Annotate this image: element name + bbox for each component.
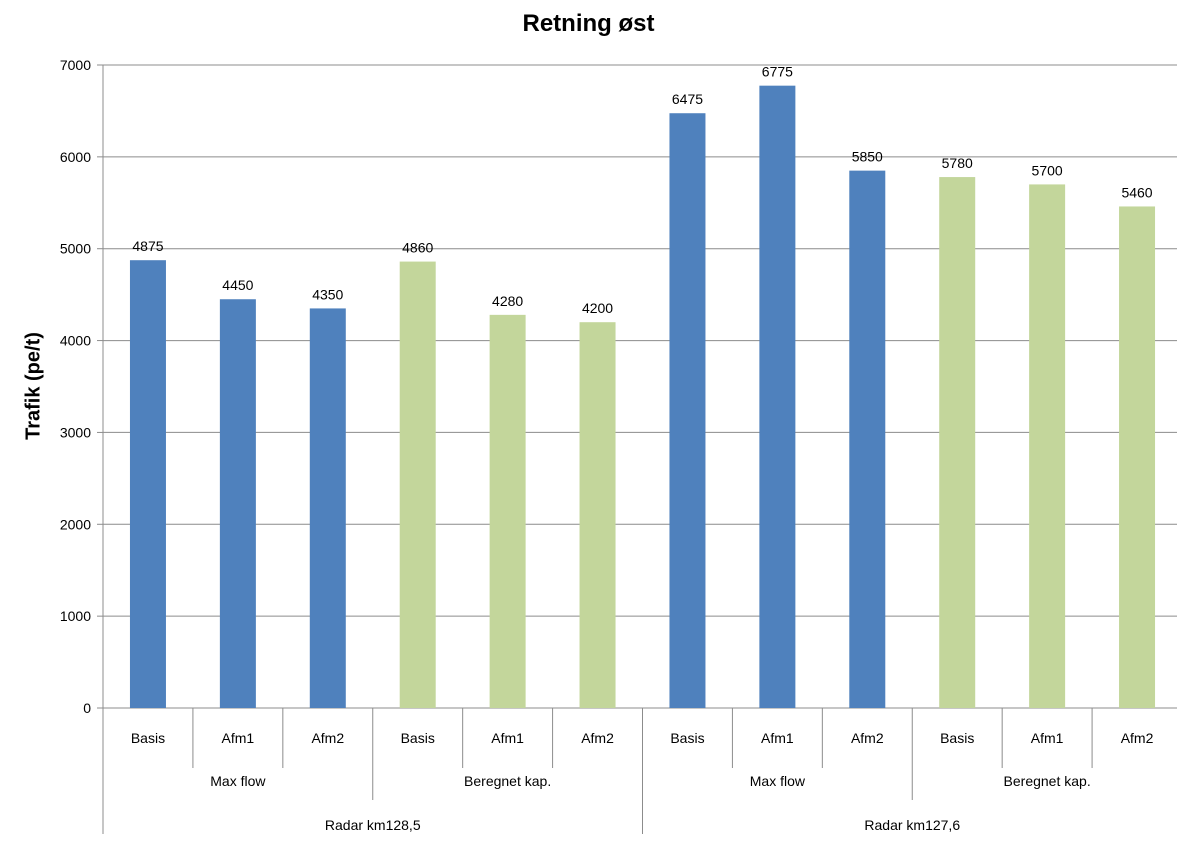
x-tick-label: Afm2	[1121, 730, 1154, 746]
x-tick-label: Afm2	[851, 730, 884, 746]
y-tick-label: 7000	[60, 57, 91, 73]
x-tick-label: Basis	[131, 730, 165, 746]
bar	[219, 299, 256, 708]
data-label: 5700	[1032, 162, 1063, 178]
x-tick-label: Afm1	[761, 730, 794, 746]
data-label: 5850	[852, 149, 883, 165]
x-tick-label: Basis	[401, 730, 435, 746]
data-label: 5780	[942, 155, 973, 171]
data-label: 4350	[312, 286, 343, 302]
bar	[669, 113, 706, 709]
bar	[849, 170, 886, 708]
data-label: 4875	[132, 238, 163, 254]
bar	[129, 260, 166, 708]
x-tick-label: Basis	[940, 730, 974, 746]
bar	[939, 177, 976, 708]
location-group-label: Radar km127,6	[864, 817, 960, 833]
x-tick-label: Afm2	[581, 730, 614, 746]
x-tick-label: Afm1	[1031, 730, 1064, 746]
bar	[309, 308, 346, 708]
y-tick-label: 4000	[60, 333, 91, 349]
data-label: 4200	[582, 300, 613, 316]
y-tick-label: 2000	[60, 516, 91, 532]
bar	[759, 85, 796, 709]
data-label: 5460	[1121, 184, 1152, 200]
y-tick-label: 3000	[60, 424, 91, 440]
bar	[579, 322, 616, 708]
data-label: 4280	[492, 293, 523, 309]
method-group-label: Beregnet kap.	[464, 773, 551, 789]
bar	[1119, 206, 1156, 708]
method-group-label: Max flow	[210, 773, 266, 789]
y-tick-label: 0	[83, 700, 91, 716]
y-tick-label: 6000	[60, 149, 91, 165]
method-group-label: Max flow	[750, 773, 806, 789]
x-tick-label: Basis	[670, 730, 704, 746]
bar	[489, 314, 526, 708]
x-tick-label: Afm1	[222, 730, 255, 746]
data-label: 4860	[402, 240, 433, 256]
x-tick-label: Afm1	[491, 730, 524, 746]
y-tick-label: 5000	[60, 241, 91, 257]
x-tick-label: Afm2	[311, 730, 344, 746]
location-group-label: Radar km128,5	[325, 817, 421, 833]
method-group-label: Beregnet kap.	[1004, 773, 1091, 789]
bar	[399, 261, 436, 708]
bar	[1029, 184, 1066, 708]
data-label: 4450	[222, 277, 253, 293]
data-label: 6775	[762, 64, 793, 80]
y-tick-label: 1000	[60, 608, 91, 624]
data-label: 6475	[672, 91, 703, 107]
chart-title: Retning øst	[522, 10, 655, 37]
y-axis-label: Trafik (pe/t)	[22, 332, 45, 440]
